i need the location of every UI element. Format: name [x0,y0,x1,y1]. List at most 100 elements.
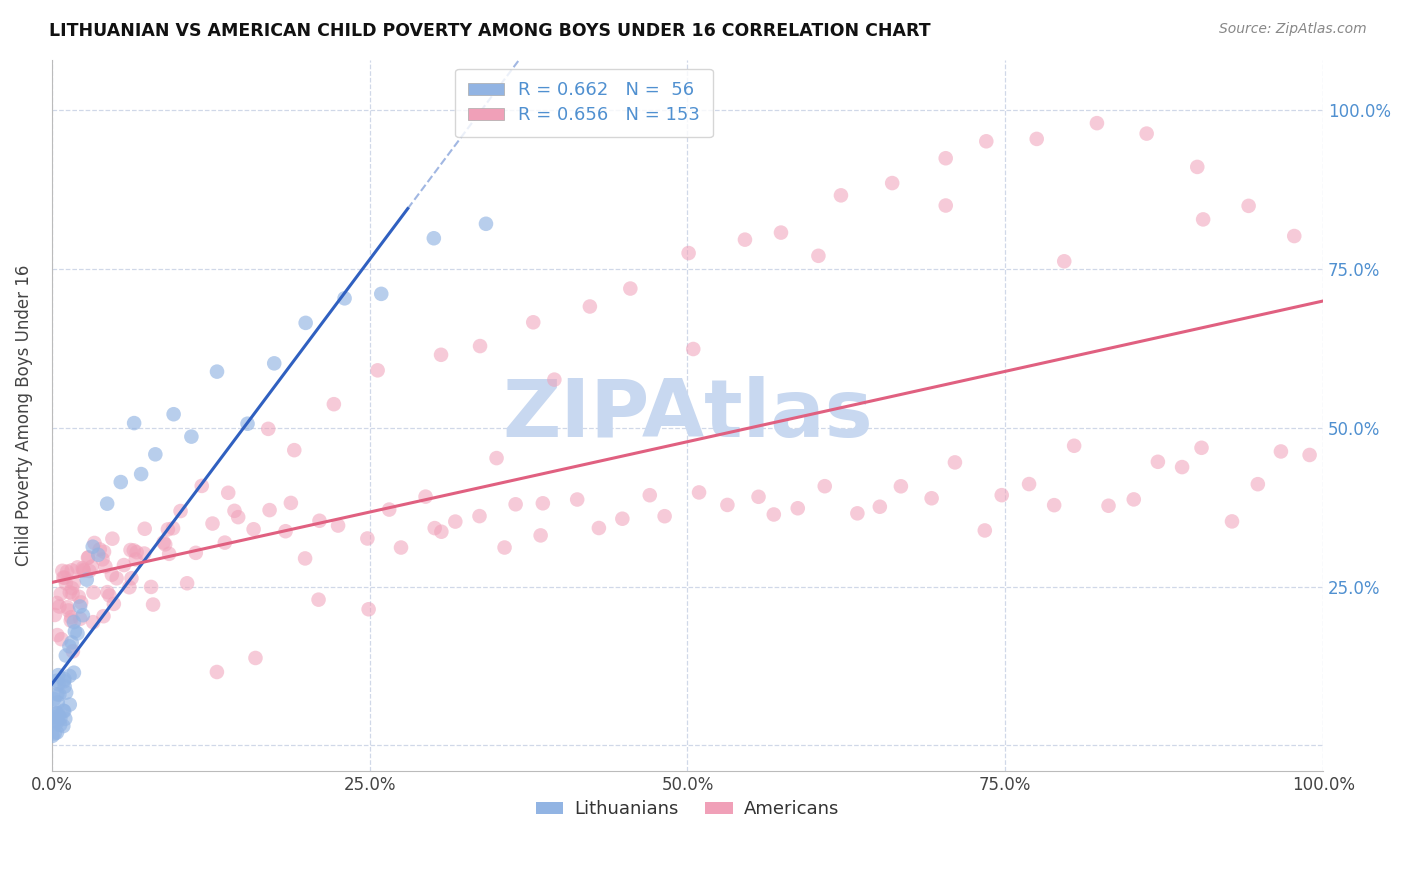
Point [274,524,297,539]
Text: LITHUANIAN VS AMERICAN CHILD POVERTY AMONG BOYS UNDER 16 CORRELATION CHART: LITHUANIAN VS AMERICAN CHILD POVERTY AMO… [49,22,931,40]
Point [69,599,91,614]
Point [58,640,80,654]
Point [48,688,70,702]
Point [224,504,246,518]
Point [522,315,544,329]
Point [49,711,72,725]
Point [1136,127,1159,141]
Point [176,576,198,591]
Point [869,500,891,514]
Point [76,573,98,587]
Point [56,600,79,615]
Point [430,524,453,539]
Point [190,479,212,493]
Point [974,134,997,148]
Point [58,669,80,683]
Point [49,718,72,732]
Point [52,704,75,718]
Point [51,632,73,647]
Point [125,545,148,559]
Point [333,291,356,305]
Point [1270,444,1292,458]
Point [588,521,610,535]
Point [67,590,90,604]
Point [53,672,76,686]
Point [423,231,446,245]
Point [72,561,94,575]
Point [762,508,785,522]
Point [120,543,142,558]
Point [59,698,82,712]
Text: Source: ZipAtlas.com: Source: ZipAtlas.com [1219,22,1367,37]
Legend: Lithuanians, Americans: Lithuanians, Americans [529,793,846,826]
Point [1018,477,1040,491]
Point [283,443,305,458]
Point [716,498,738,512]
Point [55,685,77,699]
Point [921,491,943,506]
Point [55,576,77,591]
Point [846,506,869,520]
Point [63,624,86,639]
Point [531,496,554,510]
Point [444,515,467,529]
Point [44,607,66,622]
Point [60,635,83,649]
Point [89,542,111,557]
Point [654,509,676,524]
Point [530,528,553,542]
Point [475,217,498,231]
Point [53,674,76,689]
Point [308,514,330,528]
Point [83,536,105,550]
Point [110,475,132,489]
Point [120,571,142,585]
Point [935,151,957,165]
Point [53,704,76,718]
Y-axis label: Child Poverty Among Boys Under 16: Child Poverty Among Boys Under 16 [15,264,32,566]
Text: ZIPAtlas: ZIPAtlas [502,376,873,454]
Point [389,541,412,555]
Point [308,592,330,607]
Point [688,485,710,500]
Point [96,497,118,511]
Point [226,510,249,524]
Point [63,665,86,680]
Point [156,522,179,536]
Point [1298,448,1320,462]
Point [66,560,89,574]
Point [87,548,110,562]
Point [105,571,128,585]
Point [62,587,84,601]
Point [257,422,280,436]
Point [129,467,152,481]
Point [1097,499,1119,513]
Point [52,719,75,733]
Point [205,365,228,379]
Point [1147,455,1170,469]
Point [101,532,124,546]
Point [184,546,207,560]
Point [505,497,527,511]
Point [53,712,76,726]
Point [45,715,67,730]
Point [1063,439,1085,453]
Point [205,665,228,679]
Point [66,626,89,640]
Point [214,535,236,549]
Point [242,522,264,536]
Point [63,576,86,591]
Point [46,677,69,691]
Point [73,564,96,578]
Point [619,281,641,295]
Point [263,356,285,370]
Point [60,581,83,595]
Point [48,709,70,723]
Point [201,516,224,531]
Point [638,488,661,502]
Point [807,249,830,263]
Point [98,589,121,603]
Point [245,651,267,665]
Point [41,729,63,743]
Point [153,537,176,551]
